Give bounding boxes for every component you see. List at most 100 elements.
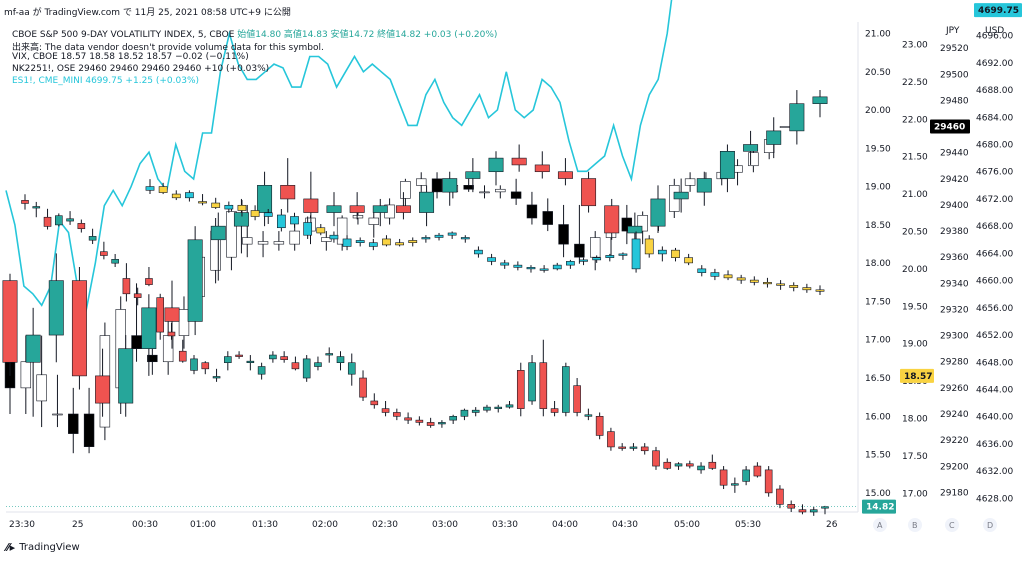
nk-candle: [684, 178, 696, 186]
vix-candle: [500, 262, 510, 266]
axis-a-tick: 20.00: [865, 106, 891, 116]
x-axis-tick: 01:30: [252, 520, 278, 530]
es-candle: [257, 185, 273, 213]
axis-d-tick: 4668.00: [976, 222, 1013, 232]
nk-candle: [479, 191, 490, 194]
vix-candle: [158, 186, 168, 193]
vix9d-candle: [178, 350, 187, 362]
vix9d-candle: [776, 488, 784, 505]
vix-candle: [171, 193, 181, 199]
axis-d-tick: 4628.00: [976, 494, 1013, 504]
es-candle: [210, 225, 226, 241]
es-candle: [95, 375, 111, 404]
tradingview-brand: TradingView: [19, 542, 80, 553]
axis-a-badge-label: A: [877, 521, 883, 530]
series-line-vix9d: [5, 0, 673, 312]
vix9d-candle: [156, 297, 165, 333]
axis-a-tick: 15.50: [865, 451, 891, 461]
tradingview-footer[interactable]: ⁄⁄▸ TradingView: [6, 541, 80, 554]
vix9d-candle: [359, 377, 367, 398]
vix9d-candle: [404, 417, 412, 421]
vix-candle: [763, 282, 772, 285]
axis-a-tick: 18.00: [865, 259, 891, 269]
vix-candle: [526, 267, 536, 270]
axis-c-tick: 29420: [940, 175, 969, 185]
vix9d-candle: [573, 385, 581, 413]
vix-candle: [539, 268, 549, 271]
axis-d-tick: 4636.00: [976, 440, 1013, 450]
axis-b-tick: 21.50: [902, 153, 928, 163]
axis-a-tick: 20.50: [865, 68, 891, 78]
vix9d-candle: [753, 465, 762, 477]
vix-candle: [697, 268, 707, 273]
vix9d-candle: [325, 353, 334, 356]
vix9d-candle: [302, 358, 311, 379]
vix-candle: [789, 285, 799, 288]
axis-a-tick: 19.50: [865, 144, 891, 154]
tradingview-logo-icon: ⁄⁄▸: [6, 541, 16, 554]
es-candle: [326, 205, 342, 213]
vix9d-candle: [336, 356, 345, 364]
vix9d-candle: [809, 509, 818, 513]
x-axis-tick: 04:30: [612, 520, 638, 530]
axis-d-tick: 4672.00: [976, 195, 1013, 205]
nk-candle: [621, 217, 633, 232]
x-axis-tick: 25: [72, 520, 83, 530]
vix9d-candle: [291, 362, 300, 370]
vix-candle: [513, 264, 523, 268]
vix-candle: [460, 237, 470, 240]
vix9d-candle: [505, 404, 514, 408]
vix9d-candle: [697, 465, 705, 471]
vix-candle: [329, 234, 339, 240]
es-candle: [372, 205, 388, 213]
vix9d-candle: [731, 483, 739, 486]
vix9d-candle: [708, 461, 717, 469]
vix9d-candle: [764, 469, 773, 494]
axis-a-tick: 18.50: [865, 221, 891, 231]
vix9d-candle: [393, 412, 401, 417]
nk-candle: [431, 178, 443, 193]
axis-c-badge-label: C: [949, 521, 955, 530]
axis-d-tick: 4652.00: [976, 331, 1013, 341]
x-axis-tick: 00:30: [132, 520, 158, 530]
vix9d-candle: [269, 354, 277, 360]
vix-candle: [657, 249, 667, 255]
price-tag-vix: [900, 368, 934, 383]
nk-candle: [637, 215, 648, 232]
axis-d-tick: 4680.00: [976, 141, 1013, 151]
es-candle: [696, 178, 712, 193]
legend-vix: VIX, CBOE 18.57 18.58 18.52 18.57 −0.02 …: [12, 52, 249, 62]
axis-b-tick: 22.00: [902, 115, 928, 125]
vix9d-candle: [111, 259, 119, 264]
vix9d-candle: [449, 415, 457, 421]
es-candle: [534, 164, 550, 173]
nk-candle: [590, 237, 601, 258]
axis-b-tick: 18.00: [902, 414, 928, 424]
vix-candle: [736, 277, 746, 281]
es-candle: [349, 205, 365, 213]
axis-d-tick: 4688.00: [976, 86, 1013, 96]
axis-d-badge: [983, 518, 997, 532]
vix-candle: [802, 287, 812, 291]
es-candle: [141, 307, 157, 349]
vix9d-candle: [742, 469, 750, 482]
vix9d-candle: [607, 431, 615, 448]
axis-a-tick: 21.00: [865, 29, 891, 39]
nk-candle: [20, 361, 32, 389]
price-tag-vix9d-label: 14.82: [866, 503, 894, 513]
vix9d-candle: [381, 408, 390, 413]
axis-a-tick: 16.00: [865, 412, 891, 422]
nk-candle: [321, 237, 332, 242]
x-axis-tick: 03:30: [492, 520, 518, 530]
vix-candle: [671, 249, 680, 258]
nk-candle: [226, 211, 237, 258]
vix-candle: [145, 186, 155, 191]
nk-candle: [748, 152, 759, 167]
es-candle: [581, 178, 597, 207]
legend-vix9d-name: CBOE S&P 500 9-DAY VOLATILITY INDEX, 5, …: [12, 30, 235, 40]
nk-candle: [273, 241, 285, 245]
axis-a-tick: 17.00: [865, 336, 891, 346]
vix9d-candle: [212, 376, 221, 379]
price-tag-nk: [930, 119, 970, 134]
